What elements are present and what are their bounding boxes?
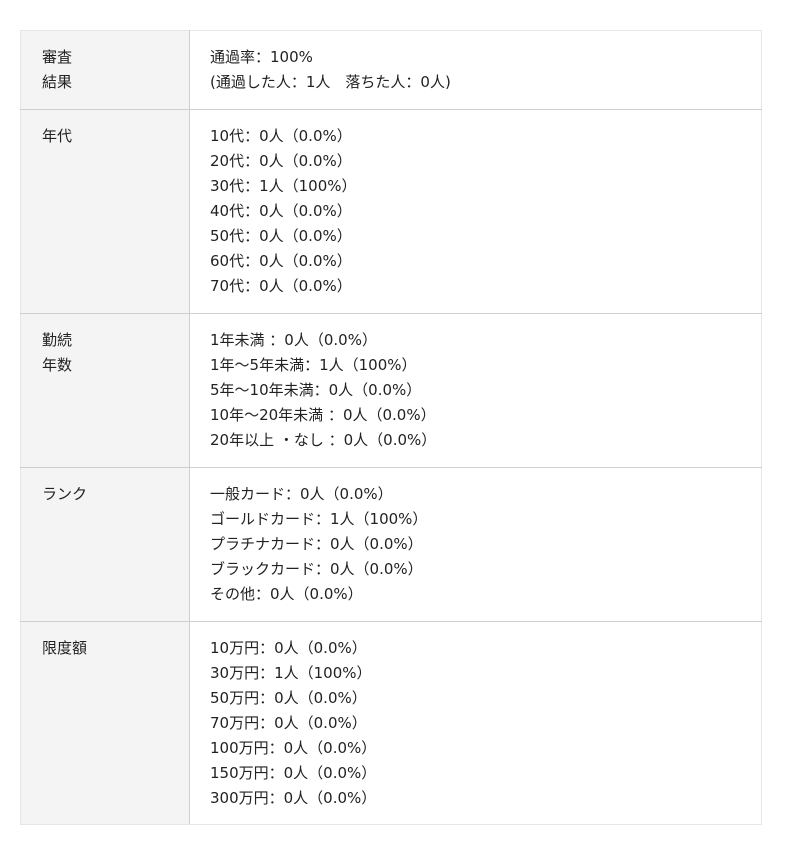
row-label-line: 年代 <box>42 127 73 145</box>
row-label-line: ランク <box>42 485 88 503</box>
screening-results-table: 審査結果 通過率：100% (通過した人：1人 落ちた人：0人) 年代 10代：0人（0… <box>20 30 762 825</box>
value-line: 300万円：0人（0.0%） <box>210 789 377 807</box>
value-line: 5年〜10年未満：0人（0.0%） <box>210 381 422 399</box>
table-row: ランク 一般カード：0人（0.0%） ゴールドカード：1人（100%） プラチナカード… <box>20 467 762 622</box>
value-line: 30代：1人（100%） <box>210 177 357 195</box>
value-line: 60代：0人（0.0%） <box>210 252 352 270</box>
value-line: 10代：0人（0.0%） <box>210 127 352 145</box>
value-line: (通過した人：1人 落ちた人：0人) <box>210 73 451 91</box>
row-values: 1年未満 ：0人（0.0%） 1年〜5年未満：1人（100%） 5年〜10年未満：0… <box>189 313 762 468</box>
table-row: 勤続年数 1年未満 ：0人（0.0%） 1年〜5年未満：1人（100%） 5年〜10年… <box>20 313 762 468</box>
row-values: 10代：0人（0.0%） 20代：0人（0.0%） 30代：1人（100%） 40代：… <box>189 109 762 314</box>
row-label: 限度額 <box>20 621 190 825</box>
row-label: 勤続 年数 <box>20 313 190 468</box>
value-line: ゴールドカード：1人（100%） <box>210 510 428 528</box>
row-values: 10万円：0人（0.0%） 30万円：1人（100%） 50万円：0人（0.0%） 7… <box>189 621 762 825</box>
value-line: 通過率：100% <box>210 48 313 66</box>
value-line: 40代：0人（0.0%） <box>210 202 352 220</box>
row-label-line: 審査 <box>42 48 73 66</box>
table-row: 審査結果 通過率：100% (通過した人：1人 落ちた人：0人) <box>20 30 762 110</box>
value-line: その他：0人（0.0%） <box>210 585 363 603</box>
row-values: 一般カード：0人（0.0%） ゴールドカード：1人（100%） プラチナカード：0人… <box>189 467 762 622</box>
row-label-line: 限度額 <box>42 639 88 657</box>
table-row: 年代 10代：0人（0.0%） 20代：0人（0.0%） 30代：1人（100%） 40… <box>20 109 762 314</box>
value-line: 70万円：0人（0.0%） <box>210 714 367 732</box>
row-label: 審査 結果 <box>20 30 190 110</box>
value-line: 50万円：0人（0.0%） <box>210 689 367 707</box>
value-line: ブラックカード：0人（0.0%） <box>210 560 423 578</box>
value-line: プラチナカード：0人（0.0%） <box>210 535 423 553</box>
row-values: 通過率：100% (通過した人：1人 落ちた人：0人) <box>189 30 762 110</box>
value-line: 100万円：0人（0.0%） <box>210 739 377 757</box>
value-line: 10年〜20年未満 ：0人（0.0%） <box>210 406 436 424</box>
table-row: 限度額 10万円：0人（0.0%） 30万円：1人（100%） 50万円：0人（0.0… <box>20 621 762 825</box>
value-line: 70代：0人（0.0%） <box>210 277 352 295</box>
value-line: 1年未満 ：0人（0.0%） <box>210 331 377 349</box>
row-label: ランク <box>20 467 190 622</box>
row-label-line: 勤続 <box>42 331 73 349</box>
row-label-line: 結果 <box>42 73 73 91</box>
value-line: 30万円：1人（100%） <box>210 664 372 682</box>
value-line: 一般カード：0人（0.0%） <box>210 485 393 503</box>
value-line: 50代：0人（0.0%） <box>210 227 352 245</box>
value-line: 150万円：0人（0.0%） <box>210 764 377 782</box>
value-line: 10万円：0人（0.0%） <box>210 639 367 657</box>
value-line: 20年以上 ・なし ：0人（0.0%） <box>210 431 437 449</box>
row-label: 年代 <box>20 109 190 314</box>
row-label-line: 年数 <box>42 356 73 374</box>
value-line: 1年〜5年未満：1人（100%） <box>210 356 417 374</box>
value-line: 20代：0人（0.0%） <box>210 152 352 170</box>
